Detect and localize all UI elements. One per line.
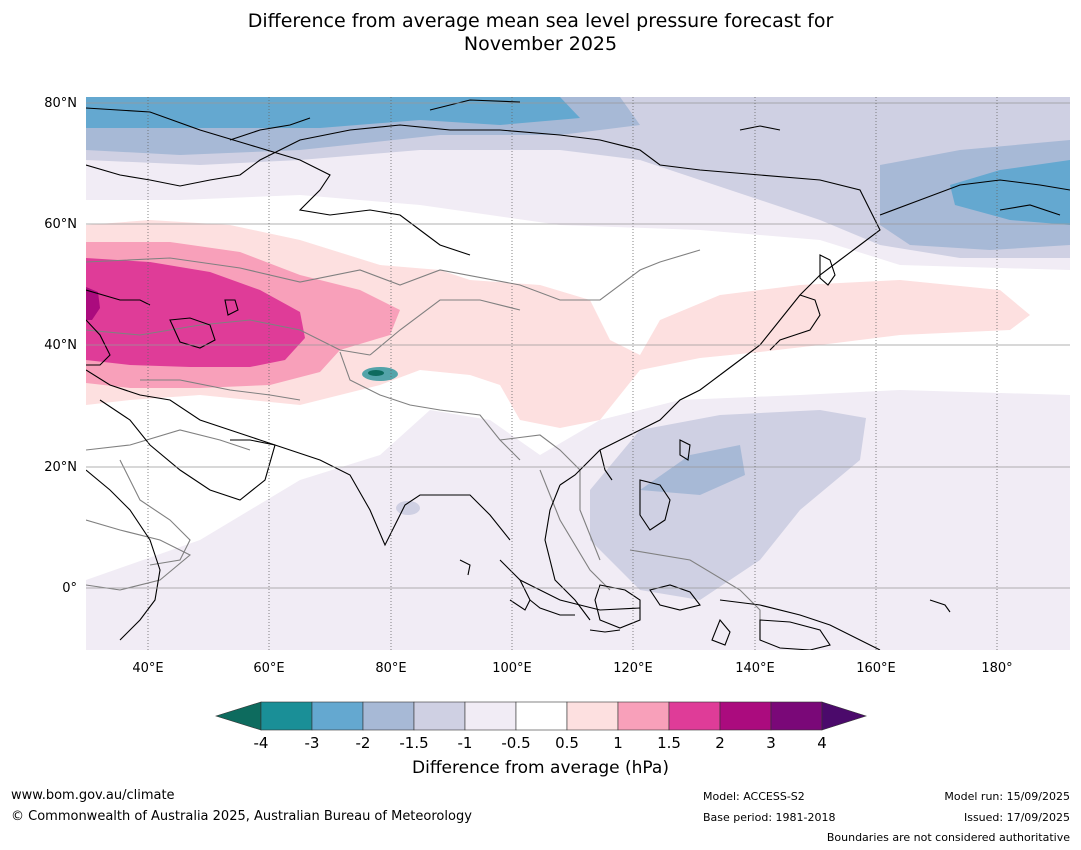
colorbar-tick: 2	[715, 734, 725, 752]
latitude-labels: 80°N 60°N 40°N 20°N 0°	[44, 96, 77, 596]
colorbar-tick: 1	[613, 734, 623, 752]
base-period: Base period: 1981-2018	[703, 811, 836, 824]
issued-date: Issued: 17/09/2025	[963, 811, 1070, 824]
colorbar-tick: -1	[458, 734, 473, 752]
map-title-line1: Difference from average mean sea level p…	[247, 10, 834, 32]
anomaly-fill-magenta	[86, 258, 305, 367]
model-name: Model: ACCESS-S2	[703, 790, 805, 803]
colorbar-bin	[362, 701, 415, 731]
colorbar-tick: -3	[305, 734, 320, 752]
colorbar-tick: -0.5	[501, 734, 530, 752]
colorbar: -4 -3 -2 -1.5 -1 -0.5 0.5 1 1.5 2 3 4	[214, 701, 867, 752]
colorbar-tick: 1.5	[657, 734, 681, 752]
colorbar-bin	[464, 701, 517, 731]
lon-label-60e: 60°E	[253, 661, 284, 676]
model-run-date: Model run: 15/09/2025	[944, 790, 1070, 803]
colorbar-tick: 0.5	[555, 734, 579, 752]
anomaly-fill-lightpink	[86, 220, 1030, 428]
lat-label-20n: 20°N	[44, 460, 77, 475]
colorbar-bin	[413, 701, 466, 731]
colorbar-title: Difference from average (hPa)	[412, 758, 669, 778]
colorbar-bin	[617, 701, 670, 731]
lat-label-80n: 80°N	[44, 96, 77, 111]
colorbar-tick: -2	[356, 734, 371, 752]
colorbar-tick: -1.5	[399, 734, 428, 752]
colorbar-extend-high	[821, 701, 867, 731]
colorbar-tick: 3	[766, 734, 776, 752]
colorbar-bin	[515, 701, 568, 731]
colorbar-extend-low	[214, 701, 262, 731]
colorbar-bin	[566, 701, 619, 731]
anomaly-fill-greyblue-south	[640, 445, 745, 495]
lon-label-160e: 160°E	[856, 661, 896, 676]
coastlines	[86, 99, 1070, 650]
anomaly-fill-darkmagenta	[86, 287, 100, 320]
gridlines	[86, 97, 1070, 650]
colorbar-bin	[770, 701, 823, 731]
website-link[interactable]: www.bom.gov.au/climate	[11, 788, 175, 803]
lon-label-80e: 80°E	[375, 661, 406, 676]
lon-label-40e: 40°E	[132, 661, 163, 676]
colorbar-bin	[668, 701, 721, 731]
colorbar-bin	[311, 701, 364, 731]
colorbar-tick: -4	[254, 734, 269, 752]
lon-label-140e: 140°E	[735, 661, 775, 676]
colorbar-bin	[260, 701, 313, 731]
anomaly-fill-lightpurple-south	[590, 410, 866, 600]
lon-label-180: 180°	[981, 661, 1012, 676]
lon-label-120e: 120°E	[613, 661, 653, 676]
anomaly-fill-blue-northwest	[86, 97, 580, 128]
lat-label-equator: 0°	[62, 581, 77, 596]
lat-label-40n: 40°N	[44, 338, 77, 353]
boundary-disclaimer: Boundaries are not considered authoritat…	[826, 831, 1070, 844]
longitude-labels: 40°E 60°E 80°E 100°E 120°E 140°E 160°E 1…	[132, 661, 1012, 676]
lat-label-60n: 60°N	[44, 217, 77, 232]
country-boundaries	[86, 249, 761, 640]
colorbar-bin	[719, 701, 772, 731]
map-title-line2: November 2025	[463, 33, 618, 55]
colorbar-tick: 4	[817, 734, 827, 752]
copyright-text: © Commonwealth of Australia 2025, Austra…	[11, 809, 472, 824]
map-panel	[86, 97, 1070, 650]
lon-label-100e: 100°E	[492, 661, 532, 676]
anomaly-fill-himalaya-core	[368, 370, 384, 376]
